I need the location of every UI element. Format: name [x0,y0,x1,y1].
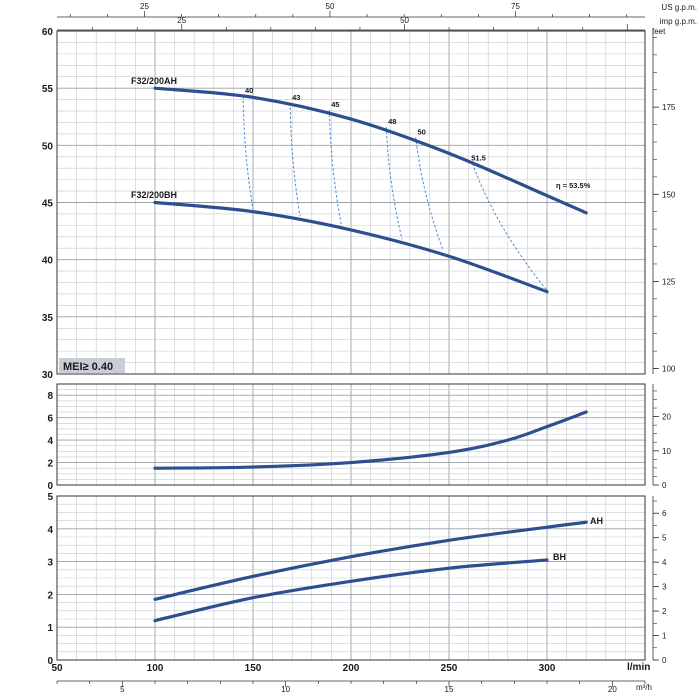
panel-frame-power [56,495,646,661]
y-tick-label: 35 [42,313,54,324]
curve-label-ah: F32/200AH [131,76,177,86]
m3h-tick-label: 5 [120,685,125,694]
lmin-tick-label: 100 [147,663,164,674]
y-tick-label: 6 [47,414,53,425]
curve-head-f32-200ah [153,86,588,215]
right-tick-label: 20 [662,413,671,422]
y-tick-label: 8 [47,391,53,402]
right-tick-label: 2 [662,607,667,616]
y-tick-label: 0 [47,481,53,492]
y-tick-label: 45 [42,199,54,210]
m3h-tick-label: 20 [608,685,617,694]
lmin-label: l/min [627,662,650,673]
axis-layer: 3035404550556002468012345100125150175010… [42,2,676,694]
efficiency-line-51.5 [472,163,548,291]
y-tick-label: 0 [47,656,53,667]
curve-npsh-0 [153,410,588,470]
m3h-label: m³/h [636,683,652,692]
us-gpm-tick-label: 75 [511,2,520,11]
efficiency-line-48 [385,127,403,240]
right-tick-label: 5 [662,534,667,543]
efficiency-line-43 [289,103,301,217]
right-tick-label: 150 [662,190,676,199]
imp-gpm-tick-label: 25 [177,16,186,25]
us-gpm-tick-label: 50 [326,2,335,11]
y-tick-label: 2 [47,590,53,601]
y-tick-label: 60 [42,27,54,38]
lmin-tick-label: 50 [51,663,63,674]
efficiency-label-43: 43 [292,93,300,102]
right-tick-label: 0 [662,656,667,665]
us-gpm-tick-label: 25 [140,2,149,11]
y-tick-label: 55 [42,84,54,95]
y-tick-label: 4 [47,436,53,447]
y-tick-label: 5 [47,492,53,503]
right-tick-label: 1 [662,632,667,641]
m3h-tick-label: 10 [281,685,290,694]
m3h-tick-label: 15 [445,685,454,694]
panel-frame-head [56,30,646,375]
efficiency-label-51.5: 51.5 [471,154,486,163]
y-tick-label: 3 [47,558,53,569]
labels-layer: MEI≥ 0.40 US g.p.m. imp g.p.m. feet l/mi… [59,3,697,692]
right-tick-label: 125 [662,277,676,286]
curves-layer [153,86,588,623]
grid-layer [56,30,646,661]
efficiency-label-48: 48 [388,117,396,126]
right-tick-label: 0 [662,481,667,490]
right-tick-label: 175 [662,103,676,112]
imp-gpm-tick-label: 50 [400,16,409,25]
lmin-tick-label: 300 [539,663,556,674]
mei-badge: MEI≥ 0.40 [63,361,113,373]
curve-head-f32-200bh [153,200,549,294]
y-tick-label: 40 [42,256,54,267]
power-label-bh: BH [553,552,566,562]
right-tick-label: 6 [662,509,667,518]
right-tick-label: 10 [662,447,671,456]
y-tick-label: 2 [47,459,53,470]
imp-gpm-label: imp g.p.m. [660,17,697,26]
right-tick-label: 4 [662,558,667,567]
curve-power-ah [153,520,588,601]
lmin-tick-label: 250 [441,663,458,674]
efficiency-line-50 [415,137,444,251]
power-label-ah: AH [590,516,603,526]
right-tick-label: 3 [662,583,667,592]
efficiency-label-40: 40 [245,86,253,95]
right-tick-label: 100 [662,365,676,374]
efficiency-label-45: 45 [331,100,339,109]
curve-label-bh: F32/200BH [131,190,177,200]
efficiency-label-50: 50 [418,127,426,136]
lmin-tick-label: 150 [245,663,262,674]
eta-label: η = 53.5% [556,181,591,190]
panel-frame-npsh [56,383,646,486]
curve-power-bh [153,558,549,623]
y-tick-label: 1 [47,623,53,634]
us-gpm-label: US g.p.m. [661,3,697,12]
efficiency-lines: 40 43 45 48 50 51.5 [242,86,548,291]
mei-badge-background [59,358,125,373]
y-tick-label: 30 [42,370,54,381]
feet-label: feet [652,27,666,36]
frame-layer [56,30,646,661]
y-tick-label: 4 [47,525,53,536]
efficiency-line-40 [242,96,254,210]
y-tick-label: 50 [42,141,54,152]
lmin-tick-label: 200 [343,663,360,674]
